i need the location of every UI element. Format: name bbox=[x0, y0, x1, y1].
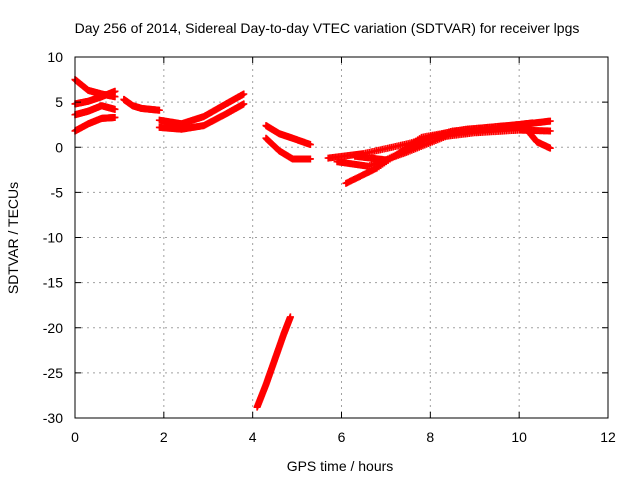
data-point bbox=[111, 113, 119, 121]
data-point bbox=[155, 106, 163, 114]
data-point bbox=[546, 117, 554, 125]
y-tick-label: -5 bbox=[51, 184, 64, 200]
data-point bbox=[306, 155, 314, 163]
x-tick-label: 4 bbox=[249, 429, 257, 445]
x-tick-label: 8 bbox=[426, 429, 434, 445]
grid-layer bbox=[75, 57, 608, 418]
y-tick-label: -10 bbox=[43, 230, 63, 246]
data-series bbox=[155, 90, 248, 128]
chart-title: Day 256 of 2014, Sidereal Day-to-day VTE… bbox=[75, 20, 580, 36]
data-series bbox=[262, 134, 314, 163]
x-tick-label: 10 bbox=[511, 429, 527, 445]
data-series bbox=[351, 126, 554, 164]
data-series bbox=[155, 100, 248, 133]
data-point bbox=[111, 105, 119, 113]
y-tick-label: -20 bbox=[43, 320, 63, 336]
x-tick-label: 6 bbox=[338, 429, 346, 445]
y-tick-label: 5 bbox=[55, 94, 63, 110]
data-point bbox=[286, 313, 294, 321]
y-tick-label: -15 bbox=[43, 275, 63, 291]
data-point bbox=[240, 90, 248, 98]
x-tick-label: 12 bbox=[600, 429, 616, 445]
data-series bbox=[120, 95, 163, 114]
y-tick-label: 10 bbox=[47, 49, 63, 65]
y-tick-label: -25 bbox=[43, 365, 63, 381]
data-point bbox=[546, 127, 554, 135]
data-series bbox=[262, 122, 314, 149]
x-axis-label: GPS time / hours bbox=[287, 458, 394, 474]
data-point bbox=[240, 100, 248, 108]
y-tick-label: -30 bbox=[43, 410, 63, 426]
x-tick-label: 2 bbox=[160, 429, 168, 445]
y-axis-label: SDTVAR / TECUs bbox=[5, 182, 21, 294]
data-series bbox=[71, 113, 119, 135]
tick-layer: 0 2 4 6 8 10 12 10 5 0 -5 -10 -15 -20 -25 -30 bbox=[43, 49, 616, 445]
y-tick-label: 0 bbox=[55, 139, 63, 155]
x-tick-label: 0 bbox=[71, 429, 79, 445]
data-point bbox=[111, 87, 119, 95]
data-series bbox=[71, 102, 119, 119]
data-series bbox=[253, 313, 294, 411]
data-layer bbox=[71, 76, 554, 411]
data-point bbox=[306, 141, 314, 149]
data-point bbox=[528, 119, 536, 127]
data-point bbox=[546, 144, 554, 152]
